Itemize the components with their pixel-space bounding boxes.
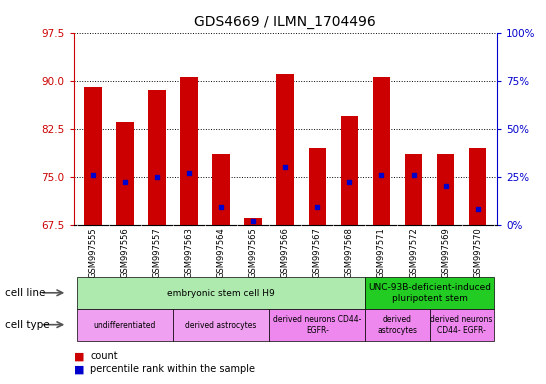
Text: GSM997568: GSM997568 <box>345 227 354 278</box>
Text: GSM997572: GSM997572 <box>409 227 418 278</box>
Bar <box>341 116 358 225</box>
Bar <box>245 218 262 225</box>
Bar <box>365 309 430 341</box>
Text: derived neurons
CD44- EGFR-: derived neurons CD44- EGFR- <box>430 315 493 335</box>
Text: GSM997556: GSM997556 <box>121 227 129 278</box>
Bar <box>365 277 494 309</box>
Text: ■: ■ <box>74 351 84 361</box>
Title: GDS4669 / ILMN_1704496: GDS4669 / ILMN_1704496 <box>194 15 376 29</box>
Bar <box>372 78 390 225</box>
Text: percentile rank within the sample: percentile rank within the sample <box>90 364 255 374</box>
Text: GSM997566: GSM997566 <box>281 227 290 278</box>
Text: derived
astrocytes: derived astrocytes <box>377 315 418 335</box>
Bar <box>77 309 173 341</box>
Text: GSM997564: GSM997564 <box>217 227 225 278</box>
Bar <box>180 78 198 225</box>
Text: cell line: cell line <box>5 288 46 298</box>
Bar <box>77 277 365 309</box>
Bar <box>430 309 494 341</box>
Bar <box>469 148 486 225</box>
Bar <box>173 309 269 341</box>
Text: derived astrocytes: derived astrocytes <box>186 321 257 329</box>
Text: GSM997571: GSM997571 <box>377 227 386 278</box>
Text: GSM997569: GSM997569 <box>441 227 450 278</box>
Text: GSM997570: GSM997570 <box>473 227 482 278</box>
Bar <box>437 154 454 225</box>
Text: UNC-93B-deficient-induced
pluripotent stem: UNC-93B-deficient-induced pluripotent st… <box>368 283 491 303</box>
Text: embryonic stem cell H9: embryonic stem cell H9 <box>167 289 275 298</box>
Bar <box>212 154 230 225</box>
Bar <box>308 148 326 225</box>
Bar <box>116 122 134 225</box>
Bar <box>276 74 294 225</box>
Text: GSM997555: GSM997555 <box>88 227 97 278</box>
Bar <box>405 154 422 225</box>
Text: GSM997557: GSM997557 <box>152 227 162 278</box>
Text: GSM997567: GSM997567 <box>313 227 322 278</box>
Text: GSM997565: GSM997565 <box>249 227 258 278</box>
Text: ■: ■ <box>74 364 84 374</box>
Text: undifferentiated: undifferentiated <box>94 321 156 329</box>
Text: derived neurons CD44-
EGFR-: derived neurons CD44- EGFR- <box>273 315 361 335</box>
Text: GSM997563: GSM997563 <box>185 227 194 278</box>
Bar <box>269 309 365 341</box>
Text: count: count <box>90 351 118 361</box>
Bar <box>84 87 102 225</box>
Text: cell type: cell type <box>5 320 50 330</box>
Bar <box>149 90 166 225</box>
